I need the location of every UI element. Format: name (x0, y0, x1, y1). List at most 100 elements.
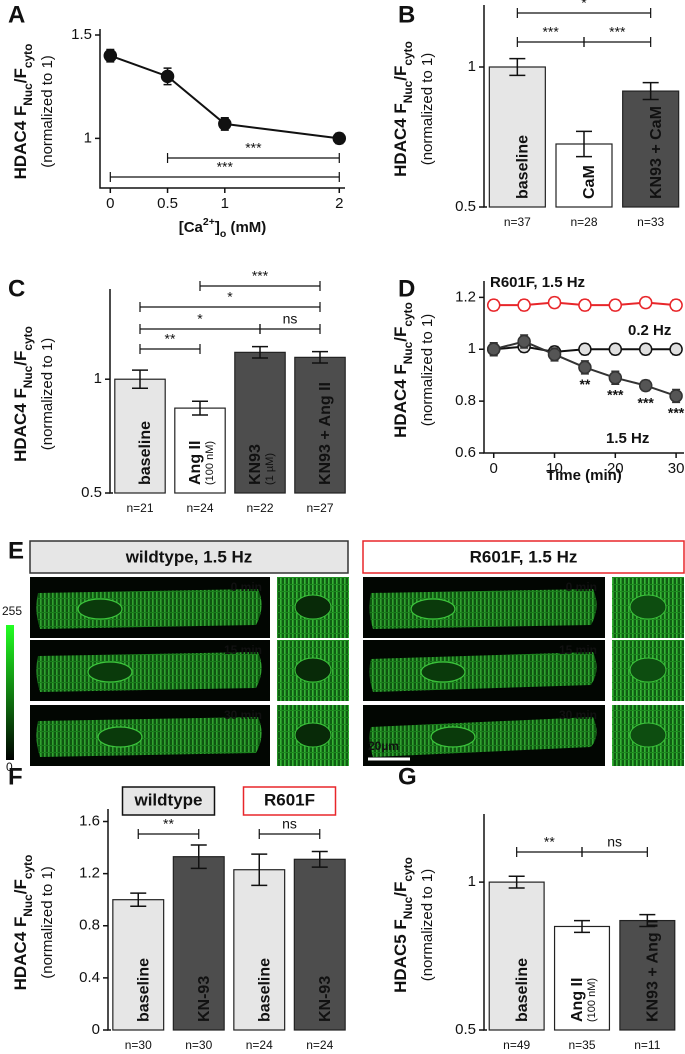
bar (488, 66, 546, 208)
y-axis-label: HDAC4 FNuc/Fcyto (11, 855, 35, 991)
panel-letter: C (8, 275, 25, 302)
data-point (578, 298, 592, 312)
significance-bracket (259, 324, 321, 334)
y-axis-label-part: /F (11, 879, 30, 894)
cell (369, 717, 597, 757)
y-tick-label: 1 (84, 129, 92, 146)
bar-note: (100 nM) (204, 441, 216, 485)
y-tick-label: 0.5 (455, 1021, 476, 1038)
y-tick-label: 0 (92, 1021, 100, 1038)
count-label: n=33 (637, 215, 664, 229)
axis-line (483, 814, 487, 1031)
y-axis-note: (normalized to 1) (39, 866, 56, 979)
data-point (578, 360, 592, 375)
y-axis-label: HDAC4 FNuc/Fcyto (391, 41, 415, 177)
data-point (669, 342, 683, 356)
y-axis-label: HDAC4 FNuc/Fcyto (391, 302, 415, 438)
bar (114, 378, 166, 494)
series-label: R601F, 1.5 Hz (490, 274, 585, 291)
significance-label: *** (245, 140, 262, 156)
y-axis-label-part: Nuc (21, 894, 35, 917)
panel-letter: A (8, 1, 25, 28)
series-label: 0.2 Hz (628, 322, 671, 339)
bar-label: baseline (137, 421, 154, 485)
significance-label: ns (283, 311, 298, 327)
y-axis-label-part: HDAC4 F (391, 103, 410, 177)
bar-label: Ang II (187, 441, 204, 485)
y-axis-label-part: cyto (21, 44, 35, 68)
data-point (486, 298, 501, 312)
y-axis-note: (normalized to 1) (419, 869, 436, 982)
significance-label: ** (163, 816, 174, 832)
count-label: n=49 (503, 1038, 530, 1052)
y-tick-label: 0.5 (455, 198, 476, 215)
nucleus (77, 598, 123, 620)
y-axis-label-part: /F (11, 68, 30, 83)
y-tick-label: 0.5 (81, 484, 102, 501)
nucleus (430, 726, 476, 748)
error-bar (642, 81, 659, 101)
inset-nucleus (294, 657, 332, 683)
x-tick-label: 1 (221, 195, 229, 212)
count-label: n=22 (246, 501, 273, 515)
panel-letter: E (8, 537, 24, 564)
nucleus (87, 661, 133, 683)
bar-label: baseline (515, 135, 532, 199)
y-tick-label: 1.6 (79, 812, 100, 829)
y-tick-label: 1 (94, 370, 102, 387)
colorbar-min: 0 (6, 760, 13, 774)
x-axis-label-part: ] (215, 219, 220, 236)
series-line (109, 54, 340, 140)
panel-letter: F (8, 763, 23, 790)
y-axis-label-part: cyto (401, 302, 415, 326)
axis-line (107, 809, 111, 1031)
count-label: n=24 (306, 1038, 333, 1052)
error-bar (509, 57, 526, 77)
x-tick-label: 0 (490, 460, 498, 477)
y-axis-note: (normalized to 1) (419, 314, 436, 427)
bar-label: KN93 + CaM (648, 106, 665, 199)
data-point (578, 342, 592, 356)
significance-bracket (583, 37, 652, 47)
group-label: wildtype (133, 790, 202, 809)
group-box (242, 786, 337, 816)
error-bar (576, 130, 592, 158)
bar-label: baseline (135, 958, 152, 1022)
bar (233, 869, 286, 1031)
significance-label: * (581, 0, 587, 11)
axis-line (483, 5, 487, 208)
inset-nucleus (294, 722, 332, 748)
nucleus (410, 598, 456, 620)
y-tick-label: 1.2 (455, 288, 476, 305)
y-axis-label-part: HDAC4 F (11, 106, 30, 180)
bar-note: (100 nM) (586, 978, 598, 1022)
y-axis-label: HDAC4 FNuc/Fcyto (11, 326, 35, 462)
y-tick-label: 0.6 (455, 444, 476, 461)
y-axis-label-part: Nuc (21, 83, 35, 106)
count-label: n=21 (126, 501, 153, 515)
bar (553, 925, 611, 1031)
significance-label: *** (638, 394, 655, 410)
data-point (638, 295, 653, 310)
y-axis-note: (normalized to 1) (39, 55, 56, 168)
error-bar (192, 400, 208, 416)
data-point (517, 298, 531, 312)
data-point (608, 342, 623, 356)
y-axis-label-part: cyto (401, 41, 415, 65)
bar (172, 856, 225, 1031)
condition-title: R601F, 1.5 Hz (470, 547, 578, 566)
bar-label: KN-93 (196, 976, 213, 1022)
y-tick-label: 1.2 (79, 865, 100, 882)
x-axis-label-part: (mM) (226, 219, 266, 236)
significance-label: ** (579, 376, 590, 392)
y-axis-label-part: /F (11, 351, 30, 366)
time-label: 0 min (566, 580, 597, 594)
count-label: n=24 (186, 501, 213, 515)
y-axis-label-part: HDAC4 F (11, 388, 30, 462)
bar-label: Ang II (569, 978, 586, 1022)
y-axis-label: HDAC4 FNuc/Fcyto (11, 44, 35, 180)
x-tick-label: 30 (668, 460, 685, 477)
bar-label: KN93 + Ang II (645, 919, 662, 1022)
significance-bracket (139, 302, 321, 312)
bar (622, 90, 680, 208)
